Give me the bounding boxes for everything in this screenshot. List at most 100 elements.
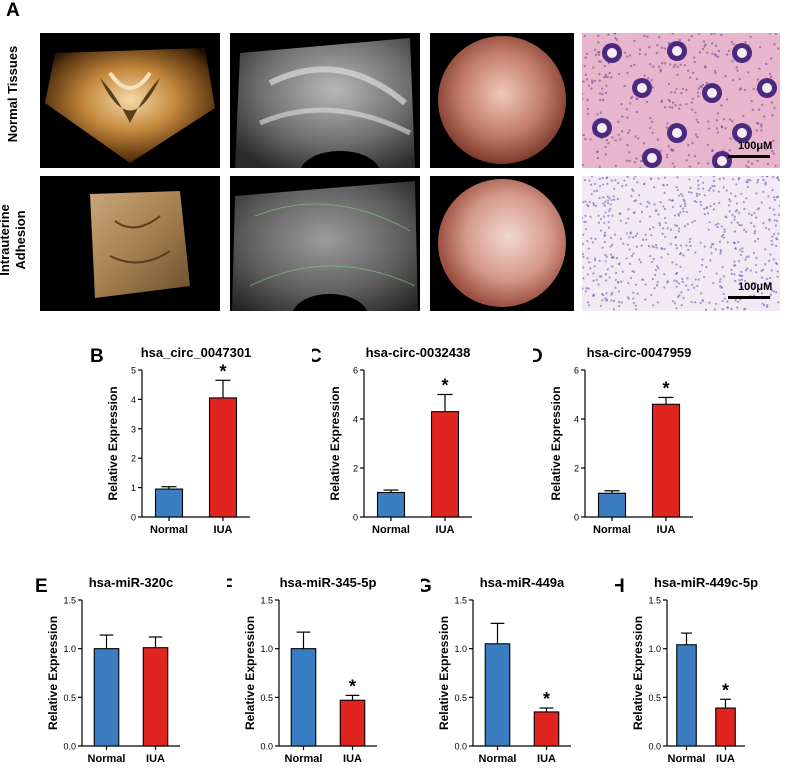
y-tick-label: 1.5 — [63, 596, 76, 606]
y-tick-label: 2 — [131, 454, 136, 464]
row-label-iua-line2: Adhesion — [13, 210, 28, 270]
chart-title: hsa-circ-0047959 — [587, 345, 692, 360]
y-tick-label: 6 — [574, 366, 579, 376]
panel-letter: C — [312, 346, 322, 367]
gland-shape — [712, 151, 732, 168]
x-tick-label: IUA — [436, 524, 455, 536]
x-tick-label: Normal — [479, 753, 517, 765]
panel-letter: B — [90, 346, 104, 367]
significance-marker: * — [662, 378, 669, 398]
x-tick-label: IUA — [537, 753, 556, 765]
chart-title: hsa_circ_0047301 — [141, 345, 252, 360]
gland-shape — [632, 78, 652, 98]
y-tick-label: 0.0 — [260, 742, 273, 752]
panel-letter: H — [615, 576, 625, 597]
chart-title: hsa-miR-449c-5p — [654, 575, 758, 590]
y-tick-label: 0.0 — [648, 742, 661, 752]
significance-marker: * — [441, 376, 448, 396]
scale-bar-iua — [728, 296, 770, 299]
y-tick-label: 0.5 — [260, 693, 273, 703]
bar-normal — [376, 491, 406, 518]
y-tick-label: 1.0 — [454, 644, 467, 654]
x-tick-label: IUA — [657, 524, 676, 536]
chart-title: hsa-miR-345-5p — [280, 575, 377, 590]
hysteroscopy-iua-image — [430, 176, 574, 311]
y-tick-label: 1 — [131, 483, 136, 493]
y-axis-label: Relative Expression — [243, 616, 257, 730]
bar-normal — [93, 648, 120, 747]
chart-title: hsa-miR-320c — [89, 575, 174, 590]
hysteroscopy-normal-image — [430, 33, 574, 168]
y-tick-label: 2 — [353, 464, 358, 474]
bar-normal — [154, 488, 184, 518]
bar-iua — [430, 411, 460, 518]
gland-shape — [602, 43, 622, 63]
y-tick-label: 2 — [574, 464, 579, 474]
significance-marker: * — [219, 361, 226, 381]
x-tick-label: Normal — [593, 524, 631, 536]
scale-bar-label-normal: 100μM — [738, 140, 773, 152]
panel-letter: E — [35, 576, 48, 597]
ultrasound-2d-iua-image — [230, 176, 420, 311]
chart-title: hsa-circ-0032438 — [366, 345, 471, 360]
ultrasound-3d-normal-image — [40, 33, 220, 168]
bar-normal — [290, 648, 317, 747]
gland-shape — [732, 43, 752, 63]
bar-normal — [676, 644, 697, 747]
row-label-iua: Intrauterine Adhesion — [0, 185, 29, 295]
scale-bar-label-iua: 100μM — [738, 281, 773, 293]
bar-iua — [142, 647, 169, 747]
ultrasound-3d-iua-image — [40, 176, 220, 311]
chart-title: hsa-miR-449a — [480, 575, 565, 590]
y-tick-label: 5 — [131, 366, 136, 376]
x-tick-label: Normal — [372, 524, 410, 536]
y-tick-label: 1.0 — [63, 644, 76, 654]
y-axis-label: Relative Expression — [46, 616, 60, 730]
y-tick-label: 0 — [574, 513, 579, 523]
y-tick-label: 1.5 — [648, 596, 661, 606]
significance-marker: * — [543, 689, 550, 709]
gland-shape — [702, 83, 722, 103]
row-label-iua-line1: Intrauterine — [0, 204, 12, 276]
y-tick-label: 1.0 — [648, 644, 661, 654]
panel-letter: F — [227, 576, 233, 597]
y-tick-label: 4 — [574, 415, 579, 425]
row-label-normal: Normal Tissues — [5, 45, 20, 143]
y-axis-label: Relative Expression — [549, 386, 563, 500]
x-tick-label: IUA — [716, 753, 735, 765]
gland-shape — [667, 123, 687, 143]
histology-normal-image — [582, 33, 780, 168]
y-axis-label: Relative Expression — [106, 386, 120, 500]
y-tick-label: 1.5 — [454, 596, 467, 606]
x-tick-label: IUA — [214, 524, 233, 536]
y-axis-label: Relative Expression — [328, 386, 342, 500]
panel-letter: D — [533, 346, 543, 367]
bar-iua — [715, 707, 736, 747]
y-tick-label: 0.5 — [454, 693, 467, 703]
y-axis-label: Relative Expression — [631, 616, 645, 730]
ultrasound-2d-normal-image — [230, 33, 420, 168]
y-axis-label: Relative Expression — [437, 616, 451, 730]
y-tick-label: 4 — [353, 415, 358, 425]
y-tick-label: 1.0 — [260, 644, 273, 654]
y-tick-label: 0 — [131, 513, 136, 523]
gland-shape — [732, 123, 752, 143]
bar-iua — [533, 711, 560, 747]
panel-letter: G — [421, 576, 432, 597]
y-tick-label: 1.5 — [260, 596, 273, 606]
y-tick-label: 0.5 — [63, 693, 76, 703]
x-tick-label: IUA — [343, 753, 362, 765]
x-tick-label: Normal — [88, 753, 126, 765]
y-tick-label: 0.0 — [454, 742, 467, 752]
bar-normal — [484, 643, 511, 747]
y-tick-label: 6 — [353, 366, 358, 376]
y-tick-label: 0 — [353, 513, 358, 523]
histology-iua-image — [582, 176, 780, 311]
